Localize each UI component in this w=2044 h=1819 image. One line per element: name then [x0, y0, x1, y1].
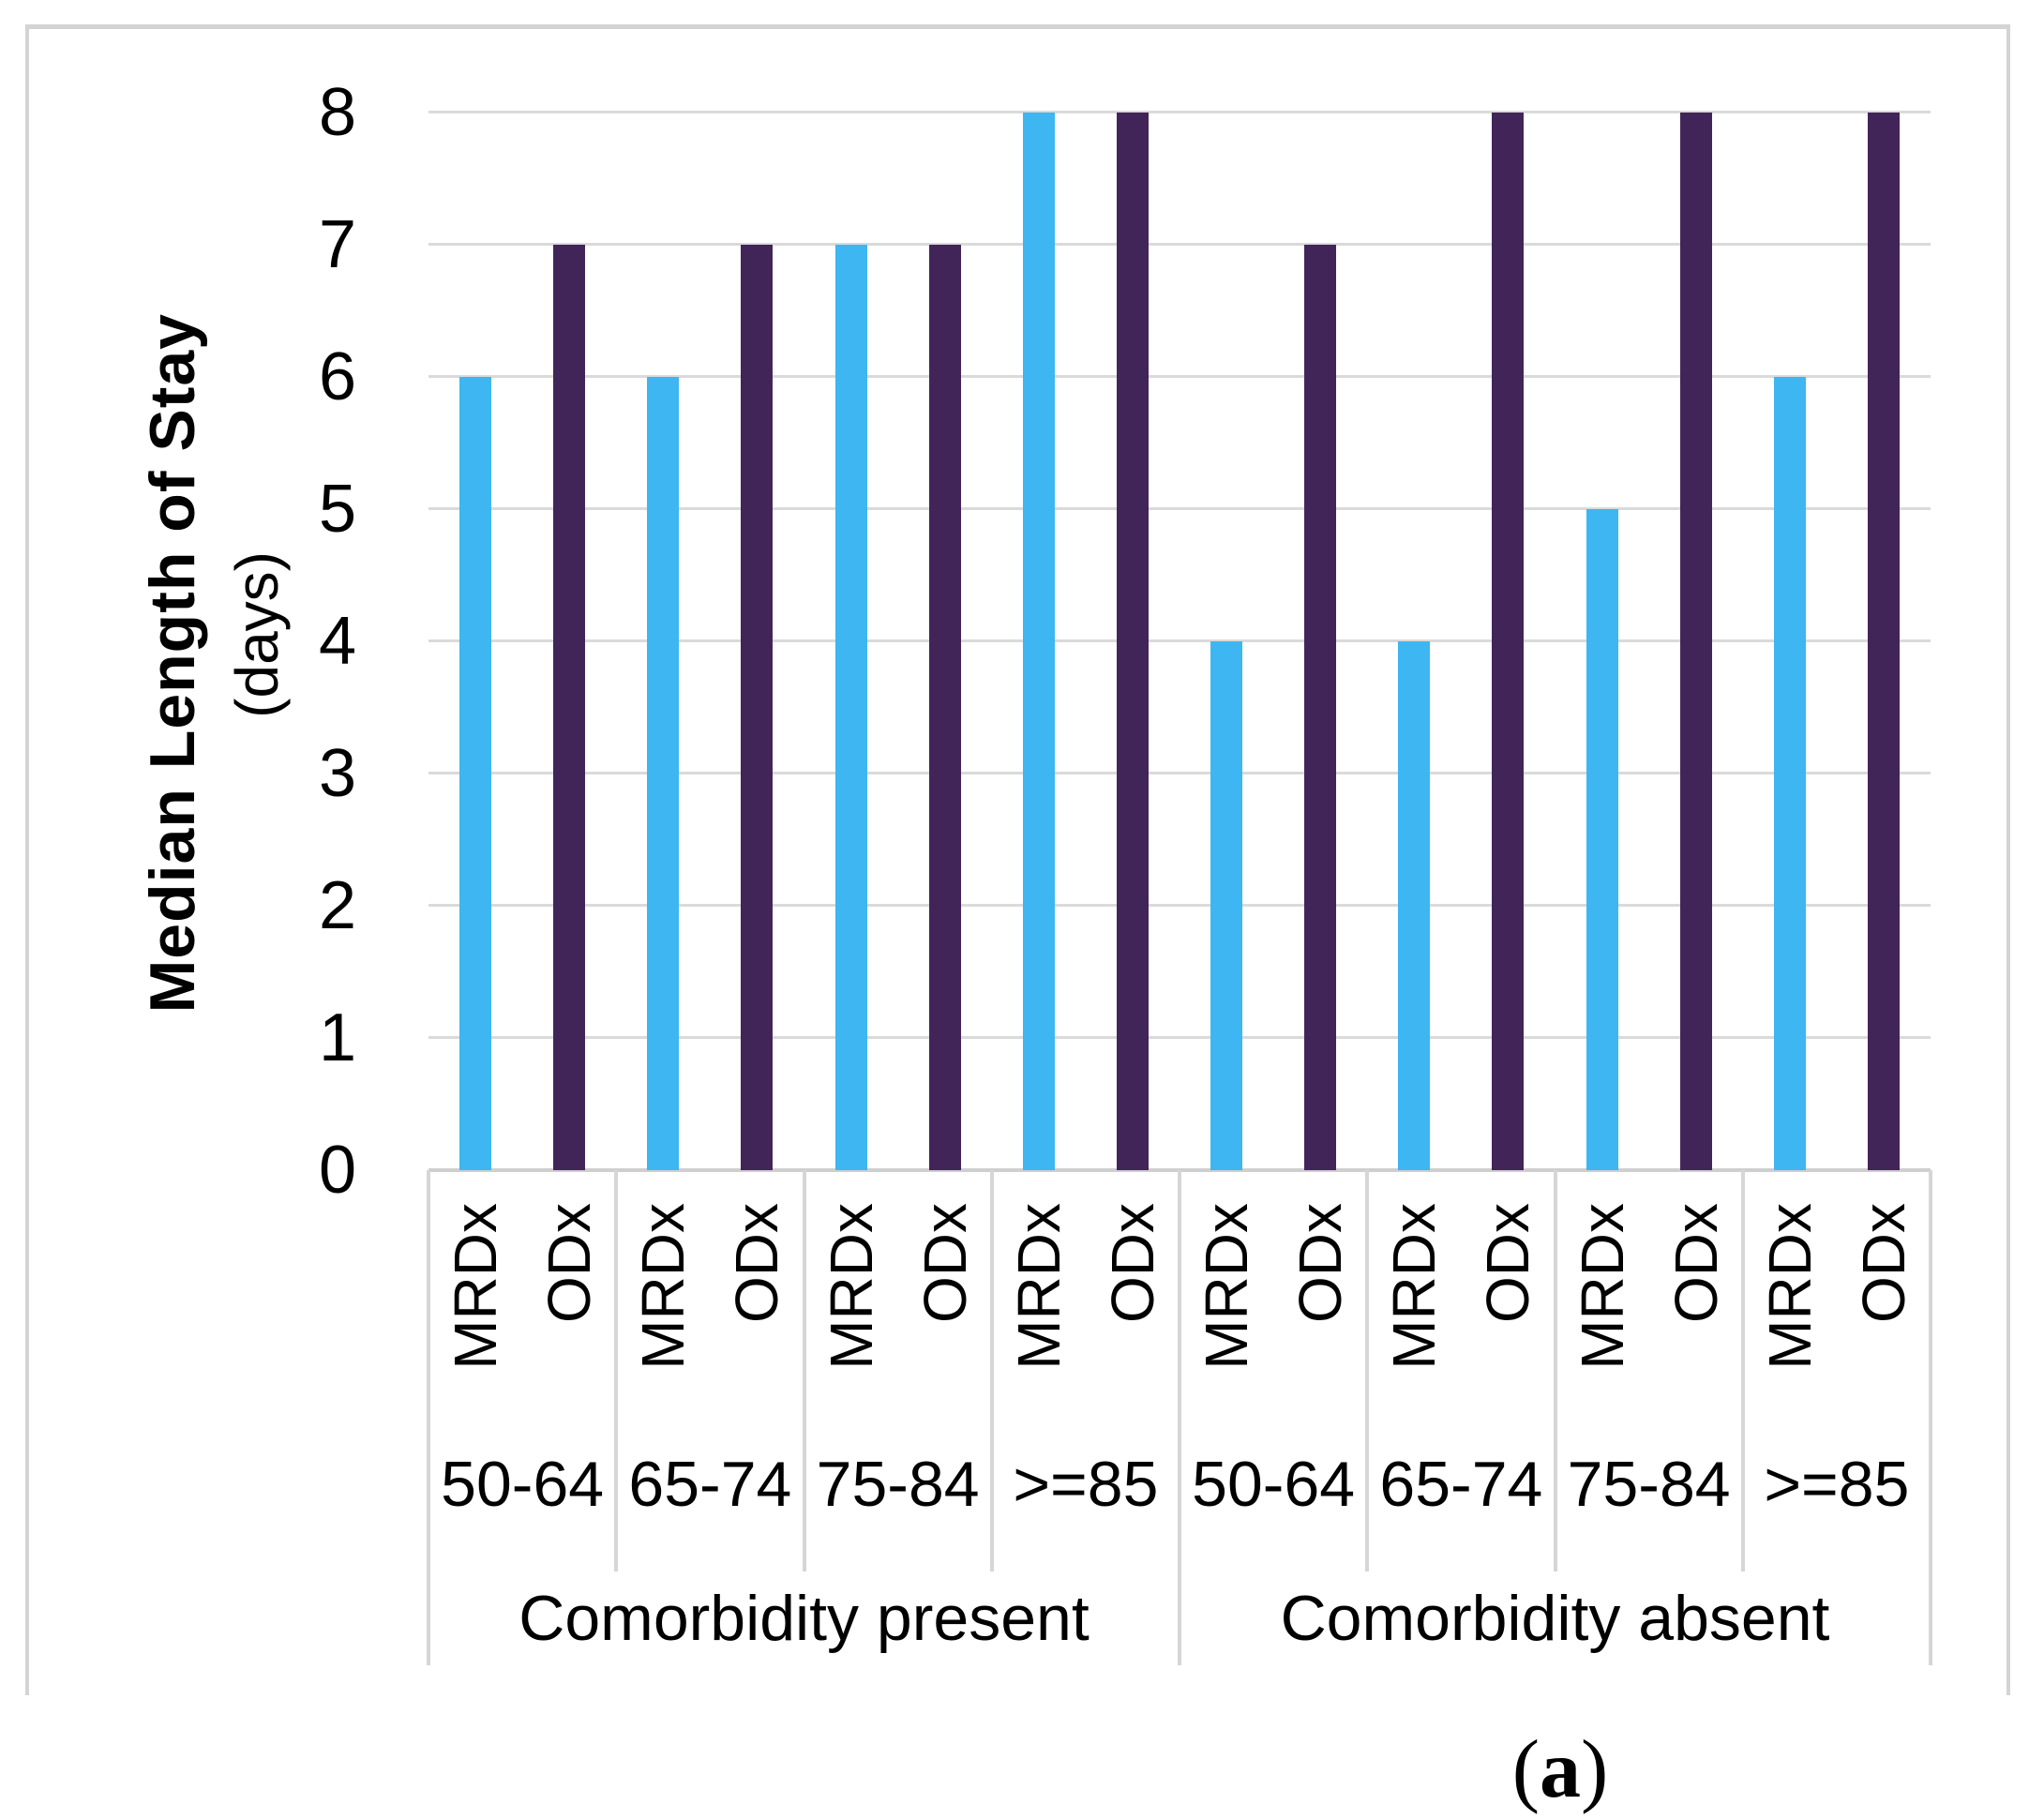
bar-category-label: MRDx [629, 1203, 698, 1370]
gridline [428, 111, 1931, 113]
table-divider-major [1929, 1170, 1932, 1665]
bar-category-label: MRDx [817, 1203, 885, 1370]
bar-odx [1867, 113, 1900, 1170]
bar-category-label: ODx [910, 1203, 979, 1323]
table-divider-minor [989, 1170, 994, 1571]
bar-odx [553, 245, 585, 1170]
y-tick-label: 6 [318, 339, 356, 414]
bar-mrdx [1586, 509, 1618, 1170]
caption-letter: a [1540, 1724, 1581, 1815]
bar-category-label: MRDx [1755, 1203, 1824, 1370]
caption-paren-open: ( [1511, 1724, 1540, 1815]
y-tick-label: 3 [318, 736, 356, 811]
table-divider-major [1178, 1170, 1181, 1665]
bar-category-label: MRDx [442, 1203, 509, 1370]
bar-category-label: ODx [1661, 1203, 1730, 1323]
bar-mrdx [834, 245, 867, 1170]
age-group-label: 50-64 [1192, 1449, 1356, 1520]
age-group-label: >=85 [1764, 1449, 1910, 1520]
bar-mrdx [459, 377, 491, 1170]
bar-category-label: ODx [723, 1203, 791, 1323]
bar-odx [1492, 113, 1525, 1170]
table-divider-minor [802, 1170, 806, 1571]
bar-category-label: MRDx [1380, 1203, 1449, 1370]
bar-category-label: ODx [535, 1203, 603, 1323]
y-tick-label: 0 [318, 1133, 356, 1208]
age-group-label: 65-74 [1379, 1449, 1543, 1520]
bar-mrdx [1210, 641, 1242, 1170]
bar-category-label: MRDx [1193, 1203, 1260, 1370]
age-group-label: 50-64 [441, 1449, 605, 1520]
gridline [428, 507, 1931, 510]
gridline [428, 1036, 1931, 1039]
y-tick-label: 4 [318, 604, 356, 679]
table-divider-minor [1740, 1170, 1745, 1571]
caption-paren-close: ) [1581, 1724, 1609, 1815]
bar-category-label: ODx [1098, 1203, 1166, 1323]
bar-mrdx [1773, 377, 1806, 1170]
gridline [428, 772, 1931, 774]
age-group-label: 75-84 [816, 1449, 980, 1520]
gridline [428, 904, 1931, 907]
gridline [428, 243, 1931, 246]
bar-odx [928, 245, 961, 1170]
bar-category-label: ODx [1849, 1203, 1917, 1323]
gridline [428, 375, 1931, 378]
bar-odx [1116, 113, 1149, 1170]
age-group-label: >=85 [1013, 1449, 1159, 1520]
age-group-label: 65-74 [628, 1449, 792, 1520]
comorbidity-group-label: Comorbidity present [519, 1583, 1090, 1654]
y-tick-label: 1 [318, 1000, 356, 1075]
y-tick-label: 2 [318, 868, 356, 943]
bar-category-label: ODx [1286, 1203, 1354, 1323]
table-divider-major [427, 1170, 430, 1665]
chart-frame [25, 24, 2010, 1695]
table-divider-minor [1365, 1170, 1370, 1571]
y-tick-label: 7 [318, 207, 356, 282]
gridline [428, 639, 1931, 642]
y-tick-label: 5 [318, 472, 356, 547]
bar-odx [1679, 113, 1712, 1170]
bar-odx [741, 245, 774, 1170]
table-divider-minor [1553, 1170, 1557, 1571]
bar-mrdx [1398, 641, 1431, 1170]
bar-mrdx [1022, 113, 1055, 1170]
y-tick-label: 8 [318, 75, 356, 150]
bar-category-label: MRDx [1004, 1203, 1073, 1370]
table-divider-minor [614, 1170, 619, 1571]
bar-category-label: ODx [1474, 1203, 1542, 1323]
bar-category-label: MRDx [1568, 1203, 1636, 1370]
bar-mrdx [647, 377, 680, 1170]
comorbidity-group-label: Comorbidity absent [1280, 1583, 1830, 1654]
bar-odx [1304, 245, 1336, 1170]
subfigure-caption: (a) [1466, 1721, 1654, 1819]
age-group-label: 75-84 [1567, 1449, 1731, 1520]
